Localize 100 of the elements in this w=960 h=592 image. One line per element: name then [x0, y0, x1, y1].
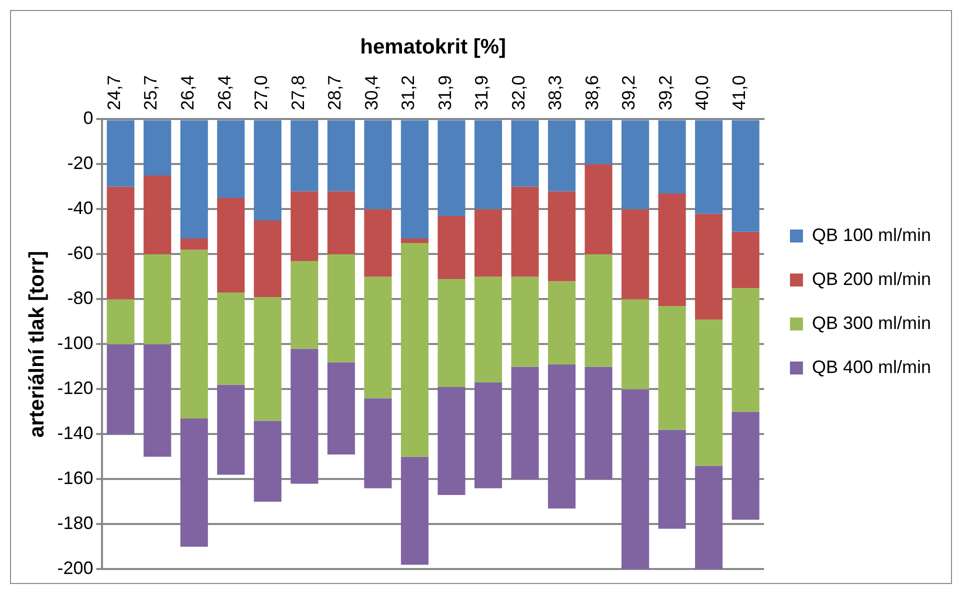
y-tick-label: -140: [57, 423, 94, 444]
bar: [144, 175, 172, 254]
bar: [106, 186, 134, 300]
bar: [364, 209, 392, 277]
bar: [584, 120, 612, 164]
y-tick-label: -60: [67, 243, 94, 264]
bar: [400, 238, 428, 243]
x-axis-title: hematokrit [%]: [360, 35, 506, 58]
bar: [327, 254, 355, 362]
bar: [732, 412, 760, 520]
bar: [400, 456, 428, 565]
x-tick-label: 25,7: [140, 75, 161, 110]
bar: [217, 120, 245, 198]
bar: [254, 420, 282, 502]
y-tick-label: -100: [57, 333, 94, 354]
bar: [217, 384, 245, 475]
bar: [144, 344, 172, 457]
bar: [217, 198, 245, 292]
bar: [180, 120, 208, 238]
y-tick-label: -160: [57, 468, 94, 488]
bar: [474, 120, 502, 210]
bar: [695, 319, 723, 466]
x-tick-label: 31,9: [472, 75, 492, 110]
bar: [364, 276, 392, 398]
bar: [695, 120, 723, 214]
x-tick-label: 39,2: [618, 75, 639, 110]
x-tick-label: 32,0: [508, 75, 528, 110]
legend-label: QB 100 ml/min: [812, 224, 932, 245]
x-tick-label: 27,8: [288, 75, 308, 110]
bar: [622, 299, 650, 390]
x-tick-label: 38,6: [582, 75, 602, 110]
bar: [695, 214, 723, 320]
bar: [732, 288, 760, 412]
bar: [511, 366, 539, 480]
bar: [584, 366, 612, 480]
y-axis-title: arteriální tlak [torr]: [25, 250, 48, 438]
y-tick-label: -40: [67, 198, 94, 218]
bar: [658, 430, 686, 529]
bar: [327, 362, 355, 454]
bar: [254, 120, 282, 220]
bar: [658, 120, 686, 194]
bar: [254, 296, 282, 421]
y-tick-label: 0: [83, 108, 94, 128]
y-tick-label: -120: [57, 378, 94, 398]
bar: [548, 120, 576, 192]
x-tick-label: 30,4: [361, 75, 382, 110]
bar: [438, 386, 466, 495]
bar: [327, 120, 355, 192]
x-tick-label: 41,0: [728, 75, 749, 110]
bar: [106, 299, 134, 344]
x-tick-label: 31,9: [434, 75, 455, 110]
bar: [474, 382, 502, 488]
bar: [548, 364, 576, 508]
y-tick-label: -200: [57, 558, 94, 578]
bar: [106, 120, 134, 187]
bar: [584, 254, 612, 367]
legend-label: QB 300 ml/min: [812, 312, 932, 333]
bar: [548, 281, 576, 364]
bar: [732, 120, 760, 232]
bar: [438, 120, 466, 216]
bar: [474, 209, 502, 277]
legend-label: QB 400 ml/min: [812, 356, 932, 377]
legend-label: QB 200 ml/min: [812, 268, 932, 289]
bar: [290, 260, 318, 349]
bar: [217, 292, 245, 385]
bar: [658, 193, 686, 306]
bar: [144, 254, 172, 344]
bar: [106, 344, 134, 434]
bar: [327, 191, 355, 254]
y-tick-label: -180: [57, 513, 94, 534]
bar: [511, 276, 539, 367]
bar: [400, 120, 428, 238]
bar: [622, 120, 650, 210]
y-tick-label: -80: [67, 288, 94, 308]
bar: [622, 389, 650, 570]
x-tick-label: 26,4: [178, 75, 198, 110]
bar: [364, 398, 392, 488]
bar: [364, 120, 392, 210]
bar: [511, 120, 539, 187]
bar: [584, 164, 612, 254]
x-tick-label: 31,2: [398, 75, 418, 110]
bar: [254, 220, 282, 297]
bar: [400, 242, 428, 457]
x-tick-label: 39,2: [655, 75, 676, 110]
x-tick-label: 40,0: [692, 75, 712, 110]
x-tick-label: 27,0: [251, 75, 272, 110]
x-tick-label: 24,7: [104, 75, 124, 110]
bar: [290, 348, 318, 484]
x-tick-label: 28,7: [324, 75, 345, 110]
bar: [695, 466, 723, 570]
bar: [622, 209, 650, 300]
bar: [474, 276, 502, 382]
bar: [438, 216, 466, 279]
bar: [438, 278, 466, 387]
x-tick-label: 38,3: [545, 75, 566, 110]
bar: [290, 191, 318, 261]
bar: [180, 238, 208, 250]
bar: [548, 191, 576, 282]
bar: [180, 418, 208, 547]
bar: [290, 120, 318, 192]
